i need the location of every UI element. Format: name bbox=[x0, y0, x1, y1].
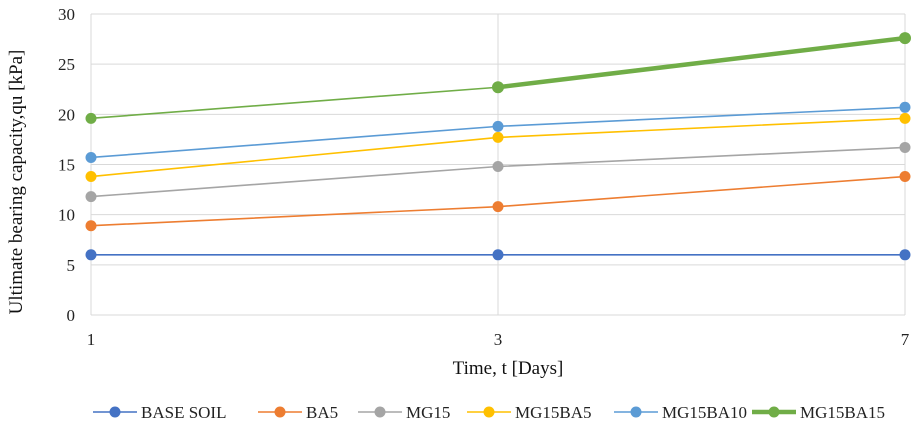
series-mg15 bbox=[85, 141, 911, 203]
legend-swatch-marker bbox=[274, 406, 286, 418]
series-line-segment bbox=[90, 205, 499, 227]
y-tick-labels: 0 5 10 15 20 25 30 bbox=[58, 5, 75, 325]
data-point bbox=[85, 171, 97, 183]
series-line-segment bbox=[90, 125, 499, 159]
legend-item: BA5 bbox=[258, 403, 338, 422]
series-mg15ba15 bbox=[85, 32, 911, 124]
series-line-segment bbox=[90, 86, 499, 120]
legend-swatch-marker bbox=[109, 406, 121, 418]
data-point bbox=[85, 220, 97, 232]
series-line-segment bbox=[90, 136, 499, 178]
data-point bbox=[899, 101, 911, 113]
data-point bbox=[85, 151, 97, 163]
x-tick-labels: 1 3 7 bbox=[87, 330, 910, 349]
legend-label: MG15BA15 bbox=[800, 403, 885, 422]
data-point bbox=[492, 249, 504, 261]
legend-item: MG15 bbox=[358, 403, 450, 422]
legend-label: BA5 bbox=[306, 403, 338, 422]
legend-swatch-marker bbox=[768, 406, 780, 418]
data-point bbox=[85, 191, 97, 203]
series-line-segment bbox=[90, 165, 499, 198]
series-line-segment bbox=[495, 35, 908, 90]
data-point bbox=[85, 112, 97, 124]
series-line-segment bbox=[497, 117, 906, 139]
legend-label: MG15BA10 bbox=[662, 403, 747, 422]
data-point bbox=[492, 120, 504, 132]
x-axis-title: Time, t [Days] bbox=[453, 358, 564, 379]
legend-item: MG15BA10 bbox=[614, 403, 747, 422]
y-tick-label: 5 bbox=[67, 256, 76, 275]
data-point bbox=[492, 131, 504, 143]
y-tick-label: 20 bbox=[58, 105, 75, 124]
legend-swatch-marker bbox=[374, 406, 386, 418]
series-base-soil bbox=[85, 249, 911, 261]
legend-swatch-marker bbox=[483, 406, 495, 418]
series-mg15ba5 bbox=[85, 112, 911, 183]
data-point bbox=[492, 81, 504, 94]
series-ba5 bbox=[85, 171, 911, 232]
series-mg15ba10 bbox=[85, 101, 911, 163]
x-tick-label: 1 bbox=[87, 330, 96, 349]
y-tick-label: 15 bbox=[58, 156, 75, 175]
legend-item: MG15BA15 bbox=[752, 403, 885, 422]
series-line-segment bbox=[497, 146, 906, 168]
legend-label: BASE SOIL bbox=[141, 403, 226, 422]
legend-label: MG15 bbox=[406, 403, 450, 422]
data-point bbox=[899, 171, 911, 183]
y-tick-label: 25 bbox=[58, 55, 75, 74]
legend-item: BASE SOIL bbox=[93, 403, 226, 422]
series-line-segment bbox=[497, 106, 906, 128]
data-point bbox=[899, 32, 911, 45]
y-tick-label: 0 bbox=[67, 306, 76, 325]
gridlines bbox=[90, 13, 906, 316]
series-lines bbox=[85, 32, 911, 261]
data-point bbox=[85, 249, 97, 261]
y-tick-label: 30 bbox=[58, 5, 75, 24]
data-point bbox=[899, 141, 911, 153]
series-line-segment bbox=[497, 175, 906, 208]
x-tick-label: 7 bbox=[901, 330, 910, 349]
data-point bbox=[492, 201, 504, 213]
legend: BASE SOIL BA5 MG15 MG15BA5 MG15BA10 MG15BA15 bbox=[93, 403, 885, 422]
legend-swatch-marker bbox=[630, 406, 642, 418]
x-tick-label: 3 bbox=[494, 330, 503, 349]
legend-label: MG15BA5 bbox=[515, 403, 592, 422]
y-axis-title: Ultimate bearing capacity,qu [kPa] bbox=[6, 50, 27, 315]
data-point bbox=[492, 161, 504, 173]
legend-item: MG15BA5 bbox=[467, 403, 592, 422]
y-tick-label: 10 bbox=[58, 206, 75, 225]
data-point bbox=[899, 249, 911, 261]
data-point bbox=[899, 112, 911, 124]
